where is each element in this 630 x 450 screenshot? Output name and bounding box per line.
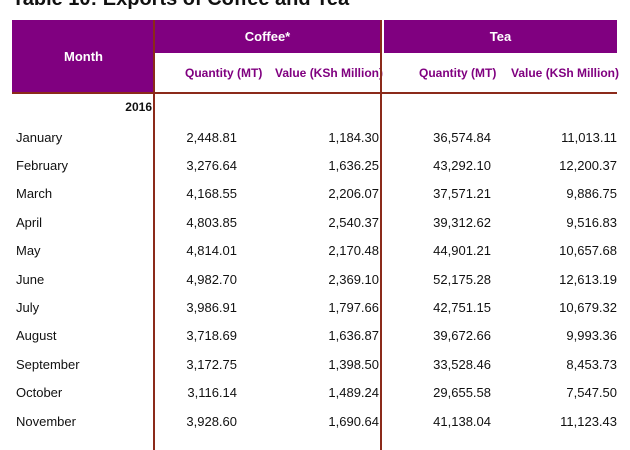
table-row: March 4,168.55 2,206.07 37,571.21 9,886.75 — [12, 180, 617, 208]
coffee-quantity-cell: 4,814.01 — [186, 243, 237, 259]
tea-value-cell: 11,013.11 — [561, 129, 617, 145]
month-cell: May — [16, 243, 41, 259]
coffee-value-cell: 1,636.25 — [328, 157, 379, 173]
tea-value-cell: 10,679.32 — [559, 299, 617, 315]
tea-value-cell: 9,516.83 — [566, 214, 617, 230]
year-label: 2016 — [125, 100, 152, 114]
tea-value-cell: 8,453.73 — [566, 356, 617, 372]
table-row: February 3,276.64 1,636.25 43,292.10 12,200.… — [12, 151, 617, 179]
month-cell: September — [16, 356, 80, 372]
coffee-quantity-cell: 2,448.81 — [186, 129, 237, 145]
tea-quantity-cell: 37,571.21 — [433, 186, 491, 202]
coffee-value-cell: 2,170.48 — [328, 243, 379, 259]
tea-quantity-cell: 39,672.66 — [433, 328, 491, 344]
coffee-quantity-cell: 4,982.70 — [186, 271, 237, 287]
tea-value-cell: 9,993.36 — [566, 328, 617, 344]
coffee-value-cell: 1,690.64 — [328, 413, 379, 429]
coffee-split — [155, 53, 380, 54]
month-cell: March — [16, 186, 53, 202]
month-cell: November — [16, 413, 76, 429]
column-rule-coffee — [380, 20, 382, 450]
coffee-value-cell: 1,489.24 — [328, 385, 379, 401]
coffee-value-cell: 1,398.50 — [328, 356, 379, 372]
tea-quantity-cell: 42,751.15 — [433, 299, 491, 315]
subheader-coffee-value: Value (KSh Million) — [275, 65, 384, 80]
tea-value-cell: 10,657.68 — [559, 243, 617, 259]
table-row: January 2,448.81 1,184.30 36,574.84 11,013.1… — [12, 123, 617, 151]
month-cell: February — [16, 157, 69, 173]
subheader-tea-quantity: Quantity (MT) — [419, 65, 497, 80]
tea-value-cell: 9,886.75 — [566, 186, 617, 202]
column-rule-month — [153, 20, 155, 450]
tea-quantity-cell: 29,655.58 — [433, 385, 491, 401]
coffee-value-cell: 1,636.87 — [328, 328, 379, 344]
coffee-quantity-cell: 4,803.85 — [186, 214, 237, 230]
tea-value-cell: 7,547.50 — [566, 385, 617, 401]
table-row: July 3,986.91 1,797.66 42,751.15 10,679.32 — [12, 293, 617, 321]
tea-quantity-cell: 52,175.28 — [433, 271, 491, 287]
tea-value-cell: 11,123.43 — [560, 413, 617, 429]
month-cell: October — [16, 385, 63, 401]
coffee-quantity-cell: 3,986.91 — [186, 299, 237, 315]
exports-table: Month Coffee* Tea Quantity (MT) Value (K… — [12, 20, 620, 450]
month-cell: June — [16, 271, 45, 287]
tea-quantity-cell: 41,138.04 — [433, 413, 491, 429]
month-cell: August — [16, 328, 57, 344]
tea-quantity-cell: 33,528.46 — [433, 356, 491, 372]
subheader-coffee-quantity: Quantity (MT) — [185, 65, 263, 80]
coffee-value-cell: 1,797.66 — [328, 299, 379, 315]
coffee-quantity-cell: 3,718.69 — [186, 328, 237, 344]
header-month: Month — [12, 20, 155, 92]
coffee-value-cell: 2,206.07 — [328, 186, 379, 202]
month-cell: January — [16, 129, 63, 145]
tea-quantity-cell: 39,312.62 — [433, 214, 491, 230]
table-row: August 3,718.69 1,636.87 39,672.66 9,993.36 — [12, 322, 617, 350]
tea-value-cell: 12,613.19 — [559, 271, 617, 287]
tea-quantity-cell: 44,901.21 — [433, 243, 491, 259]
coffee-value-cell: 1,184.30 — [328, 129, 379, 145]
table-row: May 4,814.01 2,170.48 44,901.21 10,657.68 — [12, 237, 617, 265]
coffee-quantity-cell: 4,168.55 — [186, 186, 237, 202]
coffee-quantity-cell: 3,116.14 — [187, 385, 237, 401]
coffee-quantity-cell: 3,928.60 — [186, 413, 237, 429]
month-cell: July — [16, 299, 40, 315]
table-row: October 3,116.14 1,489.24 29,655.58 7,547.50 — [12, 379, 617, 407]
table-row: September 3,172.75 1,398.50 33,528.46 8,453.… — [12, 350, 617, 378]
subheader-row — [155, 53, 617, 92]
coffee-value-cell: 2,369.10 — [328, 271, 379, 287]
table-title: Table 10: Exports of Coffee and Tea — [12, 0, 349, 11]
coffee-value-cell: 2,540.37 — [328, 214, 379, 230]
coffee-quantity-cell: 3,172.75 — [186, 356, 237, 372]
table-row: April 4,803.85 2,540.37 39,312.62 9,516.83 — [12, 208, 617, 236]
table-row: June 4,982.70 2,369.10 52,175.28 12,613.19 — [12, 265, 617, 293]
coffee-quantity-cell: 3,276.64 — [186, 157, 237, 173]
header-tea: Tea — [384, 20, 617, 53]
header-bottom-rule — [12, 92, 617, 94]
tea-quantity-cell: 43,292.10 — [433, 157, 491, 173]
header-coffee: Coffee* — [155, 20, 380, 53]
subheader-tea-value: Value (KSh Million) — [511, 65, 620, 80]
tea-quantity-cell: 36,574.84 — [433, 129, 491, 145]
month-cell: April — [16, 214, 43, 230]
table-row: November 3,928.60 1,690.64 41,138.04 11,123.… — [12, 407, 617, 435]
tea-value-cell: 12,200.37 — [559, 157, 617, 173]
